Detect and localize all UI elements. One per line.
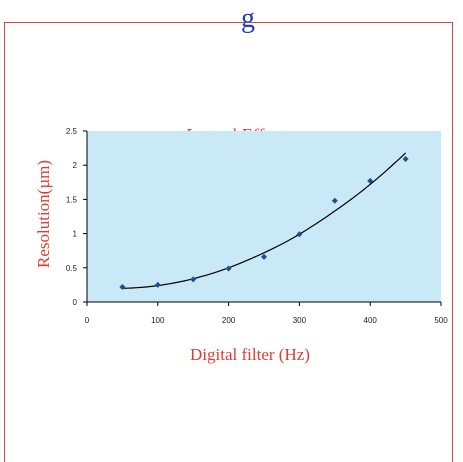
x-tick-label: 300: [293, 316, 307, 325]
data-point: [296, 231, 303, 238]
data-point: [367, 177, 374, 184]
x-tick-label: 100: [151, 316, 165, 325]
data-points: [119, 156, 409, 290]
x-tick-label: 0: [85, 316, 90, 325]
y-tick-label: 1: [73, 230, 78, 239]
data-point: [119, 283, 126, 290]
y-tick-label: 2.5: [66, 127, 78, 136]
y-tick-label: 2: [73, 161, 78, 170]
data-point: [190, 276, 197, 283]
y-tick-label: 0: [73, 298, 78, 307]
slide: g Lateral Effect 010020030040050000.511.…: [4, 7, 453, 462]
plot-area: [87, 131, 441, 302]
x-tick-label: 200: [222, 316, 236, 325]
data-point: [402, 156, 409, 163]
trendline: [122, 152, 407, 289]
x-tick-label: 400: [364, 316, 378, 325]
y-axis-label: Resolution(µm): [34, 160, 53, 268]
data-point: [154, 281, 161, 288]
scatter-chart: Lateral Effect 010020030040050000.511.52…: [34, 125, 448, 364]
data-point: [261, 253, 267, 260]
x-axis-label: Digital filter (Hz): [190, 345, 310, 364]
data-point: [225, 265, 232, 272]
axes: [83, 130, 442, 306]
tick-labels: 0 100 200 300 400 500 0 0.5 1 1.5 2 2.5: [66, 127, 448, 325]
y-tick-label: 0.5: [66, 264, 78, 273]
x-tick-label: 500: [434, 316, 448, 325]
data-point: [331, 197, 338, 204]
y-tick-label: 1.5: [66, 195, 78, 204]
slide-heading-fragment: g: [241, 7, 255, 33]
